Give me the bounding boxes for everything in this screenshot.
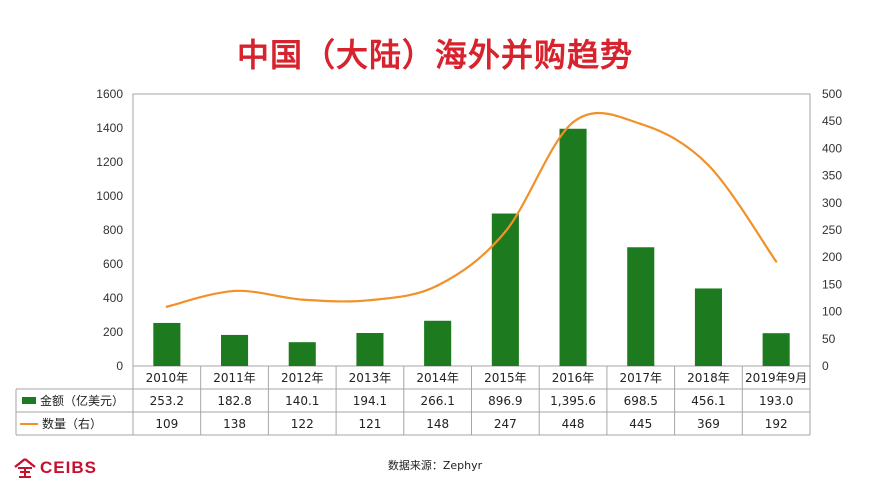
x-tick-label: 2019年9月 bbox=[745, 371, 807, 385]
x-tick-label: 2012年 bbox=[281, 371, 324, 385]
data-label-amount: 1,395.6 bbox=[550, 394, 596, 408]
data-label-amount: 253.2 bbox=[150, 394, 184, 408]
page-title: 中国（大陆）海外并购趋势 bbox=[236, 36, 633, 74]
y-left-tick-label: 800 bbox=[103, 223, 123, 237]
data-label-amount: 182.8 bbox=[217, 394, 251, 408]
line-point bbox=[233, 289, 236, 293]
data-label-amount: 193.0 bbox=[759, 394, 793, 408]
y-right-tick-label: 50 bbox=[822, 332, 836, 346]
logo-text: CEIBS bbox=[40, 458, 97, 477]
data-label-amount: 140.1 bbox=[285, 394, 319, 408]
line-point bbox=[639, 122, 642, 126]
data-label-count: 448 bbox=[562, 417, 585, 431]
y-left-tick-label: 600 bbox=[103, 257, 123, 271]
data-label-count: 122 bbox=[291, 417, 314, 431]
data-label-amount: 698.5 bbox=[624, 394, 658, 408]
y-left-tick-label: 1200 bbox=[96, 155, 123, 169]
line-point bbox=[504, 230, 507, 233]
data-label-count: 138 bbox=[223, 417, 246, 431]
x-tick-label: 2015年 bbox=[484, 371, 527, 385]
bar bbox=[288, 342, 316, 366]
data-label-amount: 456.1 bbox=[691, 394, 725, 408]
data-label-count: 445 bbox=[629, 417, 652, 431]
bar bbox=[694, 288, 722, 366]
legend-label-count: 数量（右） bbox=[42, 416, 102, 431]
x-tick-label: 2010年 bbox=[146, 371, 189, 385]
logo-mark-icon bbox=[14, 458, 36, 478]
data-label-count: 247 bbox=[494, 417, 517, 431]
y-left-tick-label: 1600 bbox=[96, 87, 123, 101]
y-right-tick-label: 350 bbox=[822, 169, 842, 183]
legend-label-amount: 金额（亿美元） bbox=[40, 393, 124, 408]
y-right-tick-label: 400 bbox=[822, 141, 842, 155]
bar bbox=[491, 213, 519, 366]
y-right-tick-label: 500 bbox=[822, 87, 842, 101]
y-left-tick-label: 0 bbox=[116, 359, 123, 373]
x-tick-label: 2011年 bbox=[213, 371, 256, 385]
y-right-tick-label: 200 bbox=[822, 250, 842, 264]
data-label-count: 109 bbox=[155, 417, 178, 431]
x-tick-label: 2017年 bbox=[619, 371, 662, 385]
line-point bbox=[707, 164, 710, 167]
y-right-tick-label: 300 bbox=[822, 196, 842, 210]
data-label-amount: 266.1 bbox=[420, 394, 454, 408]
y-left-tick-label: 1400 bbox=[96, 121, 123, 135]
bar bbox=[221, 334, 249, 366]
data-label-count: 192 bbox=[765, 417, 788, 431]
x-tick-label: 2013年 bbox=[349, 371, 392, 385]
y-right-tick-label: 100 bbox=[822, 305, 842, 319]
y-left-tick-label: 1000 bbox=[96, 189, 123, 203]
y-left-tick-label: 200 bbox=[103, 325, 123, 339]
line-point bbox=[301, 298, 304, 301]
bar bbox=[627, 247, 655, 366]
ceibs-logo: CEIBS bbox=[14, 458, 97, 478]
line-point bbox=[165, 305, 169, 308]
y-right-tick-label: 450 bbox=[822, 114, 842, 128]
bar bbox=[559, 128, 587, 366]
data-label-count: 369 bbox=[697, 417, 720, 431]
line-point bbox=[436, 284, 439, 287]
bar bbox=[762, 333, 790, 366]
line-point bbox=[571, 121, 575, 124]
x-tick-label: 2014年 bbox=[416, 371, 459, 385]
data-label-count: 148 bbox=[426, 417, 449, 431]
y-left-tick-label: 400 bbox=[103, 291, 123, 305]
y-right-tick-label: 150 bbox=[822, 277, 842, 291]
data-label-amount: 194.1 bbox=[353, 394, 387, 408]
y-right-tick-label: 0 bbox=[822, 359, 829, 373]
bar bbox=[153, 322, 181, 366]
line-point bbox=[774, 260, 778, 263]
x-tick-label: 2016年 bbox=[552, 371, 595, 385]
data-label-amount: 896.9 bbox=[488, 394, 522, 408]
bar bbox=[424, 320, 452, 366]
source-note: 数据来源：Zephyr bbox=[387, 459, 483, 472]
count-line bbox=[166, 112, 778, 308]
x-tick-label: 2018年 bbox=[687, 371, 730, 385]
line-point bbox=[368, 298, 372, 302]
bar bbox=[356, 333, 384, 366]
y-right-tick-label: 250 bbox=[822, 223, 842, 237]
data-label-count: 121 bbox=[358, 417, 381, 431]
legend-key-bar bbox=[22, 397, 36, 404]
